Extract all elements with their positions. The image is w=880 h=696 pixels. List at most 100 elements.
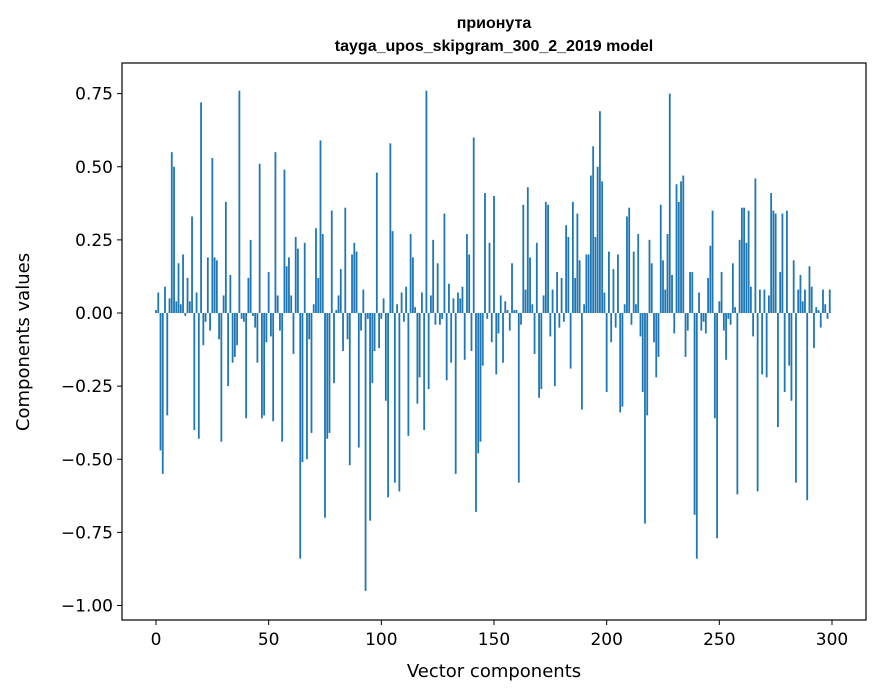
- bar-6: [168, 298, 171, 313]
- bar-151: [495, 313, 498, 375]
- bar-225: [662, 260, 664, 313]
- bar-193: [589, 175, 592, 313]
- bar-239: [693, 313, 696, 515]
- bar-207: [621, 313, 624, 407]
- bar-192: [587, 254, 590, 313]
- bar-37: [238, 90, 241, 313]
- bar-272: [768, 295, 770, 313]
- bar-94: [366, 313, 369, 319]
- bar-241: [698, 292, 700, 313]
- bar-271: [765, 313, 768, 378]
- bar-65: [301, 313, 304, 463]
- bar-195: [594, 236, 597, 313]
- bar-98: [375, 172, 378, 313]
- bar-276: [777, 313, 779, 428]
- bar-279: [783, 313, 786, 392]
- bar-180: [560, 277, 563, 313]
- bar-224: [659, 204, 662, 313]
- bar-120: [425, 90, 428, 313]
- bar-75: [324, 313, 326, 518]
- bar-86: [348, 313, 351, 466]
- bar-2: [159, 313, 162, 451]
- bar-213: [635, 304, 637, 313]
- bar-81: [337, 295, 340, 313]
- bar-129: [445, 313, 448, 381]
- bar-211: [630, 313, 633, 325]
- bar-284: [795, 313, 797, 483]
- bar-184: [569, 313, 572, 369]
- bar-82: [339, 269, 342, 313]
- bar-5: [166, 313, 169, 416]
- bar-270: [763, 289, 766, 313]
- bar-280: [786, 210, 788, 313]
- bar-172: [542, 295, 545, 313]
- bar-209: [626, 216, 628, 313]
- bar-113: [409, 234, 412, 313]
- bar-250: [718, 301, 721, 313]
- bar-128: [443, 213, 446, 313]
- bar-58: [285, 266, 288, 313]
- bar-115: [414, 307, 417, 313]
- bar-38: [240, 313, 243, 319]
- bar-215: [639, 313, 642, 337]
- bar-221: [653, 313, 655, 343]
- bar-90: [357, 313, 360, 448]
- bar-220: [650, 263, 653, 313]
- bar-69: [310, 313, 313, 433]
- bar-294: [817, 310, 820, 313]
- bar-281: [788, 313, 791, 366]
- y-tick-label: −0.50: [61, 450, 113, 470]
- bar-251: [720, 272, 723, 313]
- bar-214: [637, 234, 640, 313]
- bar-9: [175, 301, 178, 313]
- y-tick-label: 0.25: [75, 231, 113, 251]
- bar-235: [684, 313, 687, 357]
- bar-188: [578, 260, 581, 313]
- bar-217: [644, 313, 646, 524]
- bar-11: [179, 304, 182, 313]
- bar-145: [481, 313, 484, 366]
- bar-259: [738, 239, 741, 313]
- bar-136: [461, 286, 464, 313]
- bar-139: [468, 254, 471, 313]
- bar-289: [806, 313, 809, 501]
- bar-205: [617, 254, 619, 313]
- bar-138: [466, 234, 468, 313]
- bar-140: [470, 313, 473, 352]
- bar-23: [206, 257, 209, 313]
- bar-152: [497, 313, 500, 334]
- bar-233: [680, 181, 682, 313]
- bar-54: [276, 295, 279, 313]
- bar-121: [427, 313, 430, 390]
- bar-62: [294, 236, 297, 313]
- plot-frame: [121, 62, 867, 621]
- bar-204: [614, 313, 617, 328]
- bar-35: [233, 313, 236, 357]
- bar-85: [346, 313, 349, 340]
- bar-66: [303, 242, 306, 313]
- bar-102: [384, 313, 387, 401]
- bar-108: [398, 313, 401, 492]
- bar-297: [824, 304, 827, 313]
- bar-124: [434, 313, 437, 325]
- bar-29: [220, 313, 223, 442]
- bar-240: [695, 313, 698, 559]
- bar-109: [400, 292, 403, 313]
- bar-143: [477, 313, 480, 454]
- bar-232: [677, 201, 680, 313]
- bar-103: [387, 313, 389, 498]
- bar-26: [213, 257, 216, 313]
- x-tick-label: 200: [590, 630, 622, 650]
- bar-111: [405, 286, 408, 313]
- bar-249: [716, 313, 718, 539]
- bar-203: [612, 269, 615, 313]
- bar-105: [391, 231, 394, 313]
- bar-210: [628, 207, 631, 313]
- bar-185: [571, 201, 574, 313]
- bar-114: [411, 257, 414, 313]
- bar-135: [459, 298, 462, 313]
- bar-256: [731, 263, 734, 313]
- bar-274: [772, 210, 775, 313]
- bar-39: [242, 313, 245, 322]
- bar-64: [299, 313, 302, 559]
